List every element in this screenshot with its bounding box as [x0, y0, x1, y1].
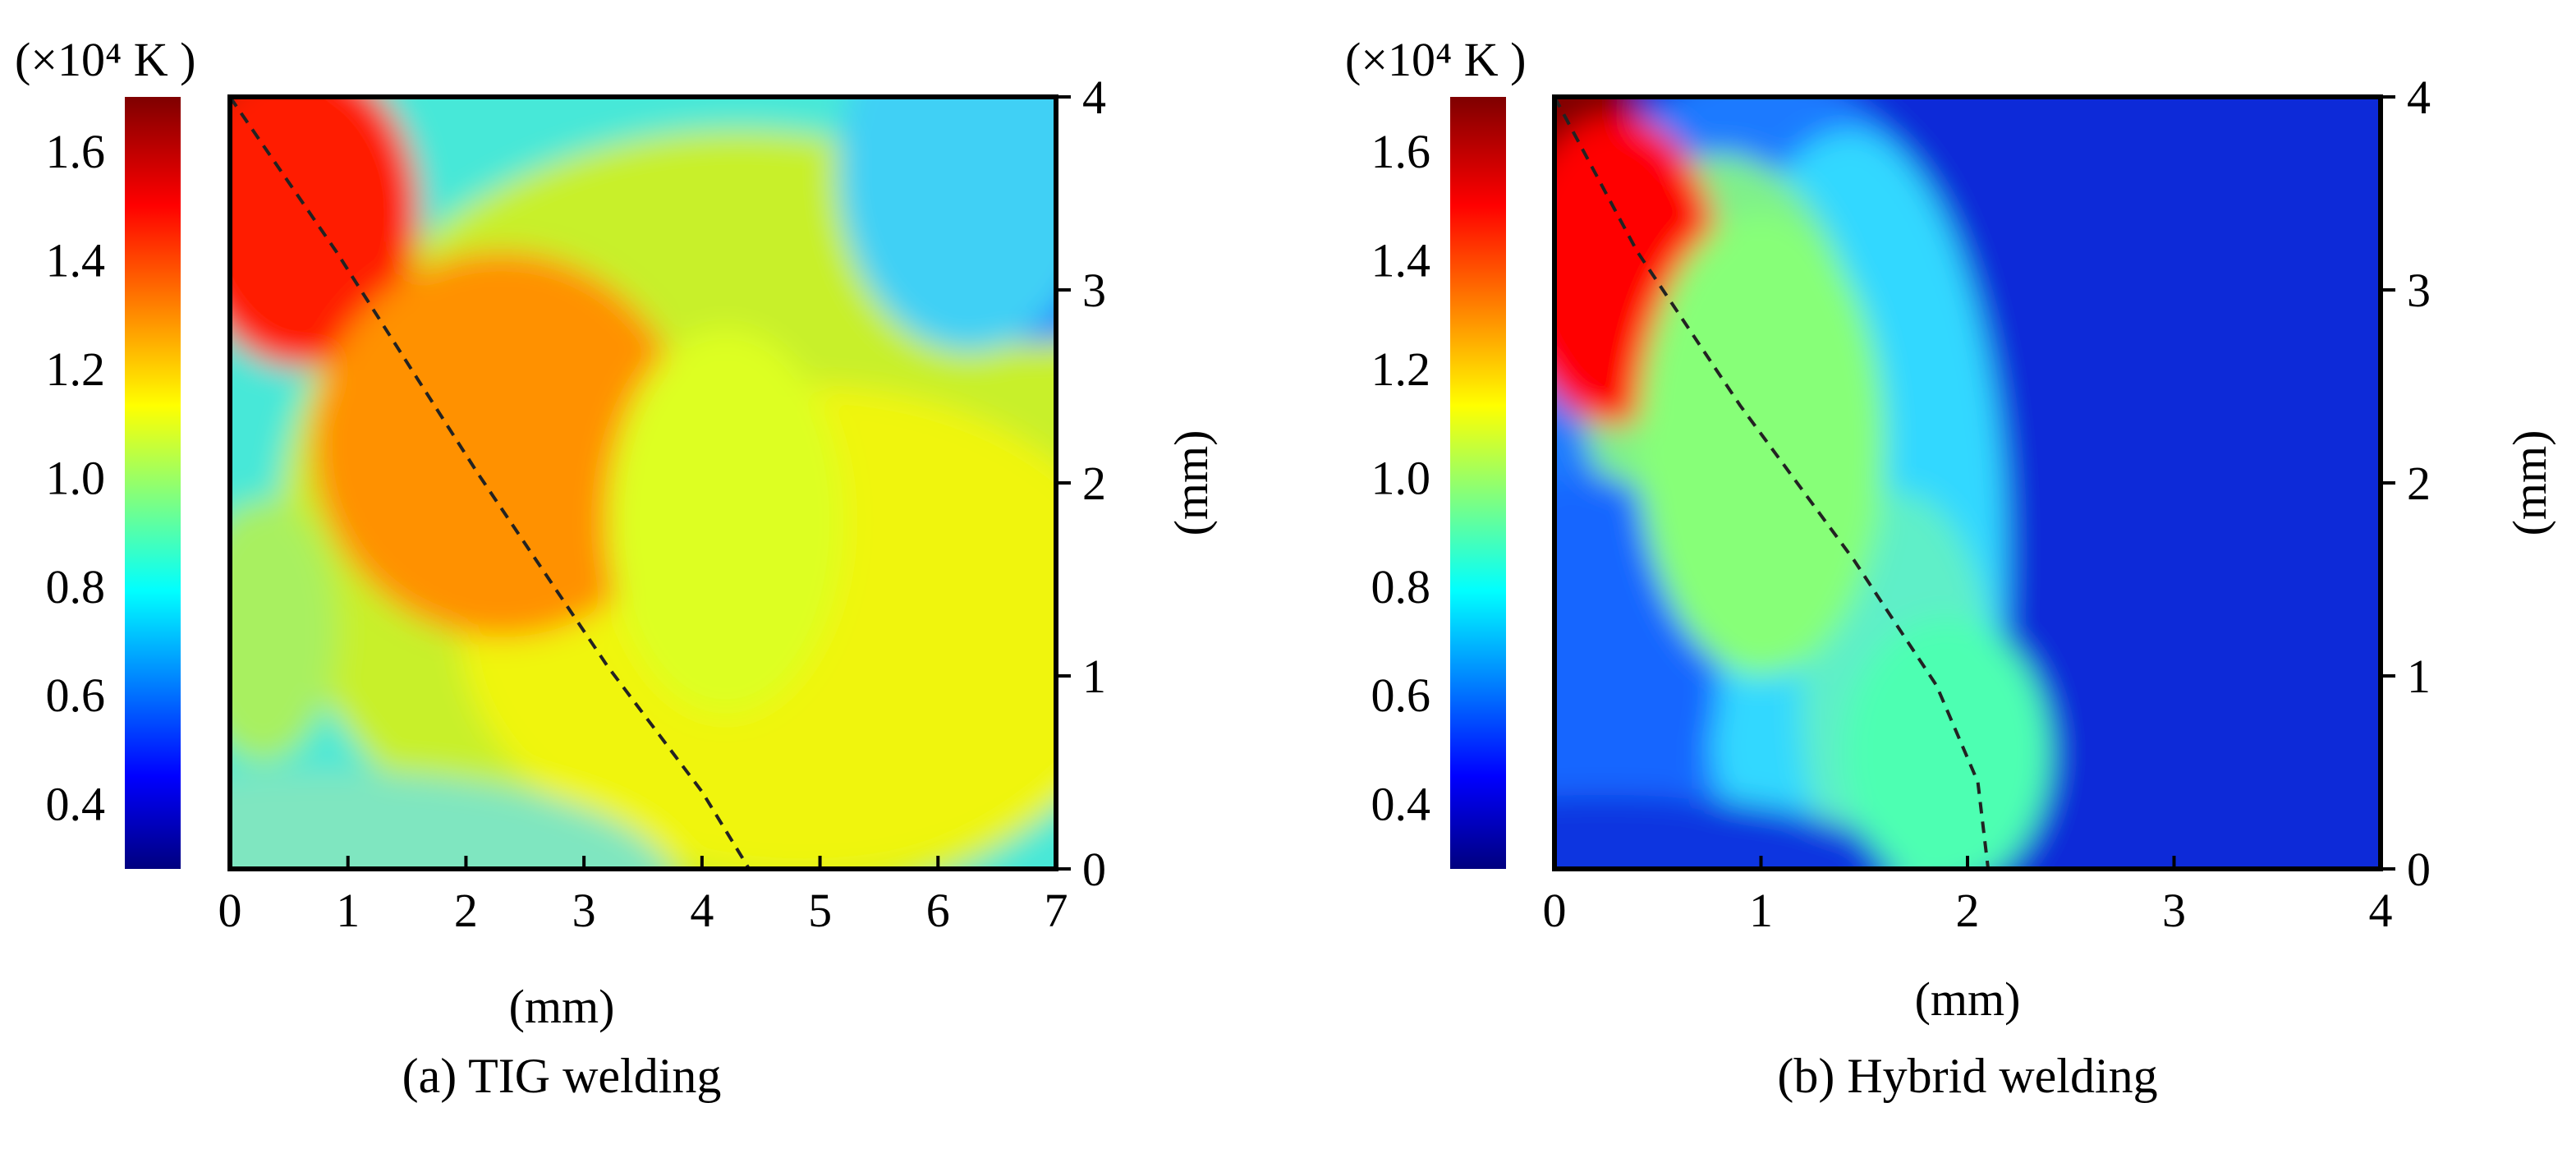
- x-tick-label: 4: [2369, 884, 2393, 937]
- panel-b: (×10⁴ K ) 1.6 1.4 1.2 1.0 0.8 0.6 0.4: [1345, 33, 2556, 1103]
- caption-a: (a) TIG welding: [402, 1049, 722, 1103]
- y-axis-label-b: (mm): [2503, 430, 2556, 536]
- y-axis-b: 0 1 2 3 4: [2381, 71, 2431, 896]
- colorbar-tick-label: 1.6: [46, 125, 106, 178]
- colorbar-a-gradient: [125, 97, 181, 869]
- heatmap-b: [1552, 94, 2383, 871]
- x-axis-label-a: (mm): [509, 980, 615, 1033]
- y-tick-label: 4: [1082, 71, 1106, 124]
- x-tick-label: 4: [690, 884, 714, 937]
- y-tick-label: 1: [2407, 650, 2431, 703]
- melt-boundary-b: [1554, 97, 1991, 869]
- colorbar-a-unit: (×10⁴ K ): [15, 33, 195, 86]
- x-tick-label: 7: [1045, 884, 1068, 937]
- panel-a: (×10⁴ K ) 1.6 1.4 1.2 1.0 0.8 0.6 0.4: [15, 33, 1218, 1103]
- x-tick-label: 3: [2162, 884, 2186, 937]
- colorbar-tick-label: 0.4: [46, 778, 106, 831]
- x-tick-label: 2: [1956, 884, 1980, 937]
- x-tick-label: 3: [572, 884, 596, 937]
- x-tick-label: 6: [926, 884, 950, 937]
- heatmap-a: [227, 94, 1058, 871]
- colorbar-tick-label: 0.6: [1371, 669, 1431, 722]
- y-tick-label: 2: [1082, 457, 1106, 510]
- y-tick-label: 4: [2407, 71, 2431, 124]
- y-tick-label: 1: [1082, 650, 1106, 703]
- colorbar-b-gradient: [1450, 97, 1506, 869]
- colorbar-tick-label: 1.0: [1371, 451, 1431, 504]
- hot-region: [1844, 618, 2050, 869]
- colorbar-tick-label: 0.8: [1371, 560, 1431, 613]
- y-axis-label-a: (mm): [1164, 430, 1218, 536]
- x-axis-a: 0 1 2 3 4 5 6 7: [218, 856, 1068, 937]
- x-axis-label-b: (mm): [1915, 972, 2021, 1026]
- colorbar-tick-label: 1.2: [1371, 342, 1431, 396]
- x-axis-b: 0 1 2 3 4: [1543, 856, 2393, 937]
- caption-b: (b) Hybrid welding: [1777, 1049, 2157, 1103]
- x-tick-label: 0: [218, 884, 242, 937]
- colorbar-b: (×10⁴ K ) 1.6 1.4 1.2 1.0 0.8 0.6 0.4: [1345, 33, 1526, 869]
- hot-region: [312, 251, 691, 637]
- colorbar-tick-label: 0.8: [46, 560, 106, 613]
- x-tick-label: 0: [1543, 884, 1567, 937]
- x-tick-label: 5: [808, 884, 832, 937]
- hot-region: [607, 329, 844, 715]
- y-tick-label: 3: [2407, 264, 2431, 317]
- x-tick-label: 1: [336, 884, 360, 937]
- hot-region: [1637, 213, 1885, 676]
- y-axis-a: 0 1 2 3 4: [1056, 71, 1106, 896]
- colorbar-b-unit: (×10⁴ K ): [1345, 33, 1526, 86]
- x-tick-label: 1: [1749, 884, 1773, 937]
- x-tick-label: 2: [454, 884, 478, 937]
- colorbar-tick-label: 1.4: [1371, 234, 1431, 287]
- colorbar-tick-label: 1.2: [46, 342, 106, 396]
- colorbar-a: (×10⁴ K ) 1.6 1.4 1.2 1.0 0.8 0.6 0.4: [15, 33, 195, 869]
- colorbar-tick-label: 1.4: [46, 234, 106, 287]
- y-tick-label: 0: [1082, 843, 1106, 896]
- y-tick-label: 2: [2407, 457, 2431, 510]
- y-tick-label: 3: [1082, 264, 1106, 317]
- y-tick-label: 0: [2407, 843, 2431, 896]
- colorbar-tick-label: 0.4: [1371, 778, 1431, 831]
- colorbar-tick-label: 1.0: [46, 451, 106, 504]
- melt-boundary-a: [230, 97, 751, 869]
- colorbar-tick-label: 0.6: [46, 669, 106, 722]
- colorbar-tick-label: 1.6: [1371, 125, 1431, 178]
